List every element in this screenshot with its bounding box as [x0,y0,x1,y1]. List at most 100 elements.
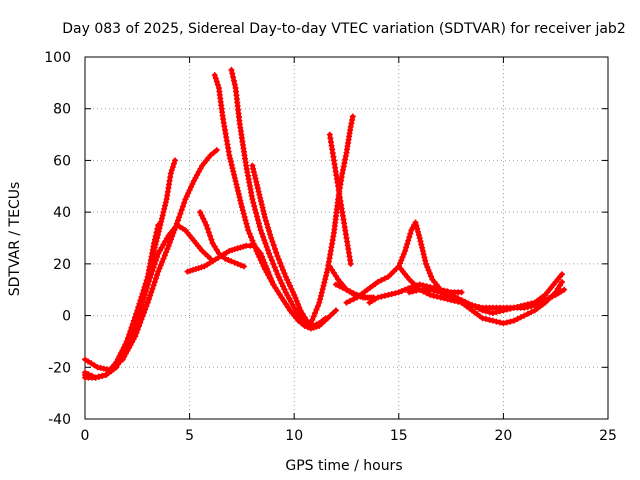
data-point-marker [141,291,148,298]
data-point-marker [385,291,392,298]
data-point-marker [282,289,289,296]
data-point-marker [270,281,277,288]
data-point-marker [272,284,279,291]
data-point-marker [282,300,289,307]
data-point-marker [257,250,264,257]
data-point-marker [552,289,559,296]
data-point-marker [276,291,283,298]
data-point-marker [500,320,507,327]
data-point-marker [261,259,268,266]
data-point-marker [236,194,243,201]
data-point-marker [160,255,167,262]
data-point-marker [197,165,204,172]
data-point-marker [507,318,514,325]
y-tick-label: -40 [48,412,71,428]
data-point-marker [400,251,407,257]
data-point-marker [88,360,95,367]
data-point-marker [161,205,168,212]
data-point-marker [415,231,422,238]
data-point-marker [263,217,269,224]
series-arc-6 [228,66,327,329]
data-point-marker [152,232,159,239]
data-point-marker [255,220,262,227]
data-point-marker [249,162,256,169]
data-point-marker [260,256,267,263]
data-point-marker [147,292,154,299]
data-point-marker [278,263,285,270]
data-point-marker [151,260,158,267]
series-arc-4 [82,222,214,381]
data-point-marker [192,175,199,181]
data-point-marker [130,327,137,334]
data-point-marker [265,224,271,231]
data-point-marker [241,263,247,270]
data-point-marker [554,285,561,292]
data-point-marker [476,304,482,310]
data-point-marker [213,78,220,85]
x-tick-label: 0 [81,428,90,444]
data-point-marker [267,231,274,238]
data-point-marker [556,282,563,289]
data-point-marker [413,222,420,229]
data-point-marker [227,155,234,162]
y-tick-label: 100 [44,50,71,66]
data-point-marker [148,289,155,296]
data-point-marker [231,77,237,84]
data-point-marker [158,215,165,222]
data-point-marker [143,284,150,291]
chart-title: Day 083 of 2025, Sidereal Day-to-day VTE… [62,21,625,37]
data-point-marker [416,235,423,241]
data-point-marker [254,216,261,223]
data-point-marker [434,288,441,295]
data-point-marker [399,254,406,261]
data-point-marker [230,168,237,175]
data-point-marker [238,204,245,210]
data-point-marker [127,333,134,340]
data-point-marker [214,81,221,88]
x-axis-title: GPS time / hours [285,458,402,474]
data-point-marker [271,264,278,271]
data-point-marker [129,330,136,337]
data-point-marker [159,258,166,265]
data-point-marker [404,241,411,247]
data-point-marker [178,207,185,214]
data-point-marker [303,317,310,324]
data-point-marker [402,286,409,293]
data-point-marker [211,243,218,250]
data-point-marker [228,66,235,73]
data-point-marker [486,316,493,323]
data-point-marker [273,249,280,256]
data-point-marker [322,276,329,283]
data-point-marker [145,278,152,285]
data-point-marker [280,266,286,273]
data-point-marker [333,273,339,280]
data-point-marker [250,169,257,176]
data-point-marker [395,289,402,296]
data-point-marker [237,244,244,251]
data-point-marker [227,158,234,165]
data-point-marker [430,287,437,294]
data-point-marker [260,233,267,240]
data-point-marker [244,223,251,230]
data-point-marker [143,303,150,309]
data-point-marker [425,267,432,274]
data-point-marker [85,358,92,365]
data-point-marker [398,257,405,264]
data-point-marker [356,292,363,299]
data-point-marker [420,251,427,258]
data-point-marker [167,170,174,177]
data-point-marker [277,260,284,266]
data-point-marker [240,243,247,250]
data-point-marker [503,319,510,326]
data-point-marker [148,271,155,278]
data-point-marker [437,294,444,301]
data-point-marker [514,304,521,310]
data-point-marker [260,207,267,214]
data-point-marker [240,210,247,217]
data-point-marker [330,269,337,276]
data-point-marker [238,200,245,207]
data-point-marker [137,307,144,314]
data-point-marker [293,298,300,305]
data-point-marker [267,254,274,260]
